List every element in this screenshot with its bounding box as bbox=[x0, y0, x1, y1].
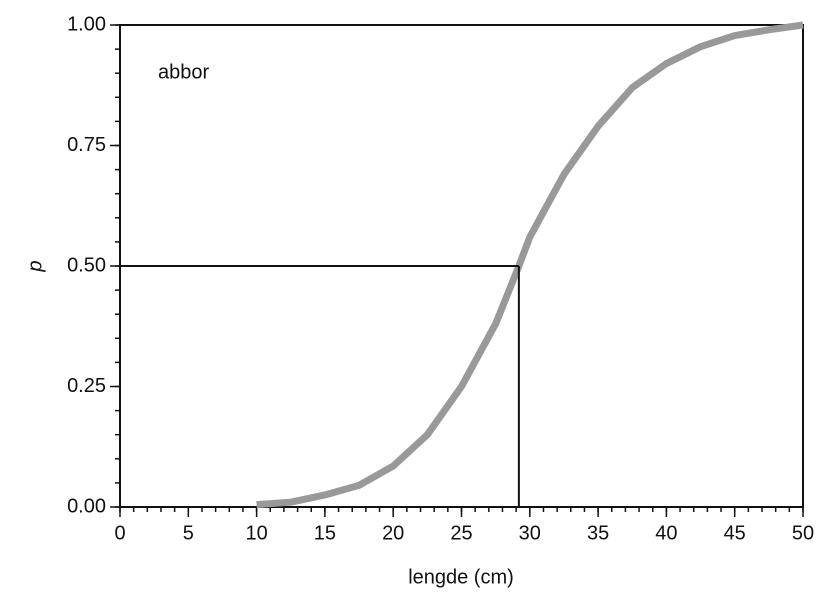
y-tick-label: 0.25 bbox=[67, 375, 106, 397]
x-tick-label: 10 bbox=[245, 522, 267, 544]
curve bbox=[256, 21, 804, 509]
x-tick-label: 15 bbox=[314, 522, 336, 544]
y-tick-label: 0.50 bbox=[67, 254, 106, 276]
x-tick-label: 25 bbox=[450, 522, 472, 544]
y-tick-label: 1.00 bbox=[67, 13, 106, 35]
x-axis-label: lengde (cm) bbox=[408, 566, 514, 588]
x-tick-label: 20 bbox=[382, 522, 404, 544]
x-tick-label: 50 bbox=[792, 522, 814, 544]
x-tick-label: 0 bbox=[114, 522, 125, 544]
x-tick-label: 5 bbox=[183, 522, 194, 544]
x-tick-label: 30 bbox=[519, 522, 541, 544]
y-tick-label: 0.75 bbox=[67, 134, 106, 156]
x-tick-label: 35 bbox=[587, 522, 609, 544]
y-axis-label: p bbox=[24, 260, 46, 272]
annotation: abbor bbox=[158, 61, 209, 83]
y-tick-label: 0.00 bbox=[67, 495, 106, 517]
x-tick-label: 45 bbox=[724, 522, 746, 544]
x-tick-label: 40 bbox=[655, 522, 677, 544]
